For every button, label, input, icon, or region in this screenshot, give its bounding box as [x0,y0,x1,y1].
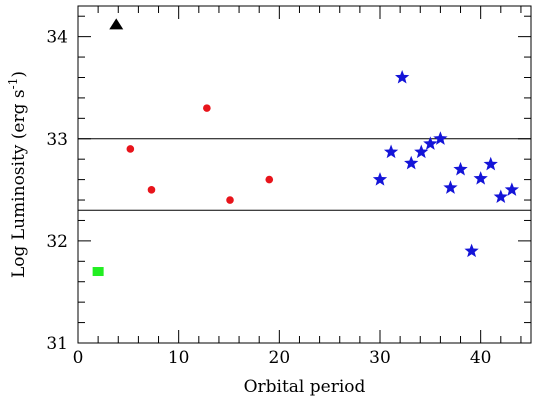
data-point-star [414,144,429,159]
x-tick-label: 30 [369,348,391,368]
data-point-circle [265,175,274,184]
y-axis-label-main: Log Luminosity (erg s [9,89,29,278]
x-axis-label: Orbital period [244,377,366,397]
data-point-star [483,156,498,171]
x-tick-label: 10 [168,348,190,368]
y-axis-label-close: ) [9,71,29,78]
data-point-circle [203,104,211,112]
x-tick-label: 20 [269,348,291,368]
y-tick-label: 32 [46,232,68,252]
data-point-triangle [109,18,124,30]
data-point-circle [226,196,234,204]
data-point-star [464,243,479,258]
reference-lines [78,138,531,211]
data-point-star [443,180,458,194]
data-point-star [433,131,448,145]
data-point-star [473,171,488,185]
data-point-star [404,155,419,170]
y-tick-label: 31 [46,334,68,354]
x-tick-label: 0 [73,348,84,368]
data-point-circle [147,186,156,194]
y-axis-label-exponent: -1 [6,78,20,90]
y-tick-label: 34 [46,28,68,48]
tick-labels: 0 10 20 30 40 31 32 33 34 [46,28,491,368]
axis-ticks [77,6,531,344]
y-tick-label: 33 [46,130,68,150]
data-point-star [395,69,410,84]
x-tick-label: 40 [470,348,492,368]
data-point-star [423,136,438,150]
data-point-star [453,161,468,176]
data-point-star [383,144,399,159]
data-point-star [493,189,508,204]
data-point-square [92,267,104,277]
data-point-circle [126,145,135,153]
plot-border [77,5,532,344]
data-point-star [372,172,388,186]
data-point-star [504,182,520,196]
data-points [92,18,520,277]
plot-frame [77,5,532,344]
y-axis-label: Log Luminosity (erg s-1) [6,71,29,278]
